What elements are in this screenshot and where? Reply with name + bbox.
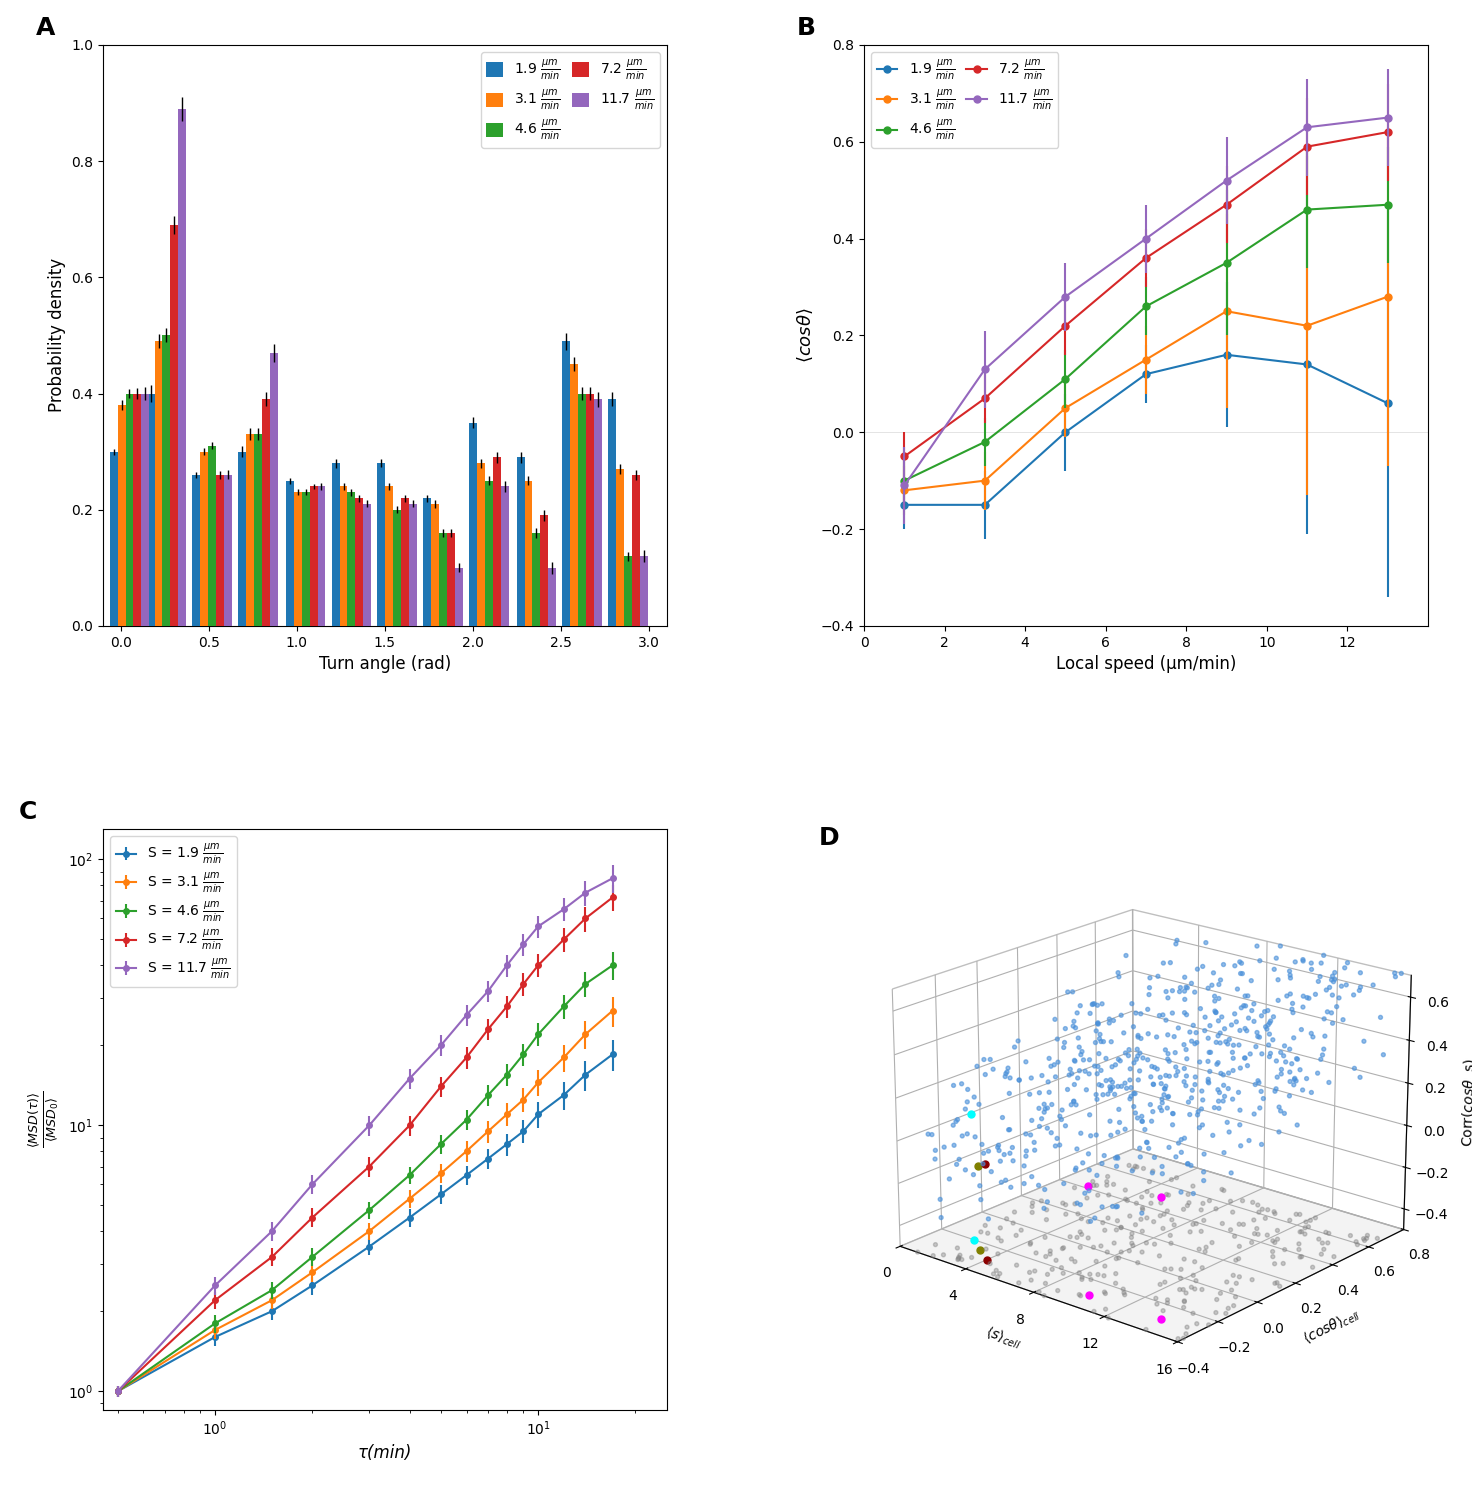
Bar: [500, 486, 509, 626]
Legend: 1.9 $\frac{\mu m}{min}$, 3.1 $\frac{\mu m}{min}$, 4.6 $\frac{\mu m}{min}$, 7.2 $: 1.9 $\frac{\mu m}{min}$, 3.1 $\frac{\mu …: [871, 53, 1058, 148]
Bar: [377, 464, 386, 626]
Y-axis label: $\langle cos\theta \rangle$: $\langle cos\theta \rangle$: [796, 308, 815, 363]
Bar: [171, 225, 178, 626]
Bar: [118, 405, 125, 626]
Bar: [447, 532, 455, 626]
Bar: [134, 393, 141, 626]
X-axis label: Local speed (μm/min): Local speed (μm/min): [1055, 656, 1236, 674]
Y-axis label: $\langle cos\theta \rangle_{cell}$: $\langle cos\theta \rangle_{cell}$: [1300, 1305, 1363, 1348]
Bar: [302, 492, 309, 626]
Bar: [347, 492, 355, 626]
Bar: [294, 492, 302, 626]
Bar: [309, 486, 318, 626]
Bar: [624, 556, 631, 626]
Bar: [340, 486, 347, 626]
Bar: [162, 336, 171, 626]
Text: D: D: [818, 827, 839, 850]
Bar: [216, 476, 224, 626]
X-axis label: τ(min): τ(min): [358, 1444, 412, 1462]
Bar: [238, 452, 246, 626]
Bar: [109, 452, 118, 626]
Bar: [269, 352, 278, 626]
X-axis label: Turn angle (rad): Turn angle (rad): [319, 656, 450, 674]
Bar: [548, 568, 556, 626]
Bar: [484, 480, 493, 626]
Legend: S = 1.9 $\frac{\mu m}{min}$, S = 3.1 $\frac{\mu m}{min}$, S = 4.6 $\frac{\mu m}{: S = 1.9 $\frac{\mu m}{min}$, S = 3.1 $\f…: [110, 836, 237, 987]
Bar: [255, 433, 262, 626]
Bar: [524, 480, 533, 626]
Y-axis label: Probability density: Probability density: [47, 258, 66, 413]
Bar: [431, 504, 439, 626]
Bar: [200, 452, 209, 626]
Bar: [617, 470, 624, 626]
Text: C: C: [19, 800, 37, 824]
Bar: [178, 110, 187, 626]
Bar: [318, 486, 325, 626]
Y-axis label: $\frac{\langle MSD(\tau) \rangle}{\langle MSD_0 \rangle}$: $\frac{\langle MSD(\tau) \rangle}{\langl…: [28, 1090, 60, 1149]
Bar: [364, 504, 371, 626]
Bar: [424, 498, 431, 626]
Bar: [570, 364, 578, 626]
Text: A: A: [35, 16, 54, 40]
Bar: [455, 568, 462, 626]
Bar: [631, 476, 640, 626]
Bar: [608, 399, 617, 626]
Bar: [246, 433, 255, 626]
Bar: [155, 340, 162, 626]
Bar: [393, 510, 402, 626]
Bar: [493, 458, 500, 626]
Bar: [409, 504, 417, 626]
Bar: [262, 399, 269, 626]
Bar: [595, 399, 602, 626]
Bar: [147, 393, 155, 626]
Bar: [540, 516, 548, 626]
Bar: [533, 532, 540, 626]
Bar: [477, 464, 484, 626]
Bar: [439, 532, 447, 626]
Bar: [578, 393, 586, 626]
Bar: [355, 498, 364, 626]
Legend: 1.9 $\frac{\mu m}{min}$, 3.1 $\frac{\mu m}{min}$, 4.6 $\frac{\mu m}{min}$, 7.2 $: 1.9 $\frac{\mu m}{min}$, 3.1 $\frac{\mu …: [481, 53, 659, 148]
Bar: [193, 476, 200, 626]
Bar: [386, 486, 393, 626]
X-axis label: $\langle s \rangle_{cell}$: $\langle s \rangle_{cell}$: [983, 1324, 1023, 1353]
Bar: [141, 393, 149, 626]
Bar: [470, 423, 477, 626]
Bar: [331, 464, 340, 626]
Bar: [586, 393, 595, 626]
Bar: [209, 446, 216, 626]
Bar: [562, 340, 570, 626]
Text: B: B: [796, 16, 815, 40]
Bar: [224, 476, 233, 626]
Bar: [402, 498, 409, 626]
Bar: [640, 556, 648, 626]
Bar: [125, 393, 134, 626]
Bar: [517, 458, 524, 626]
Bar: [286, 480, 294, 626]
